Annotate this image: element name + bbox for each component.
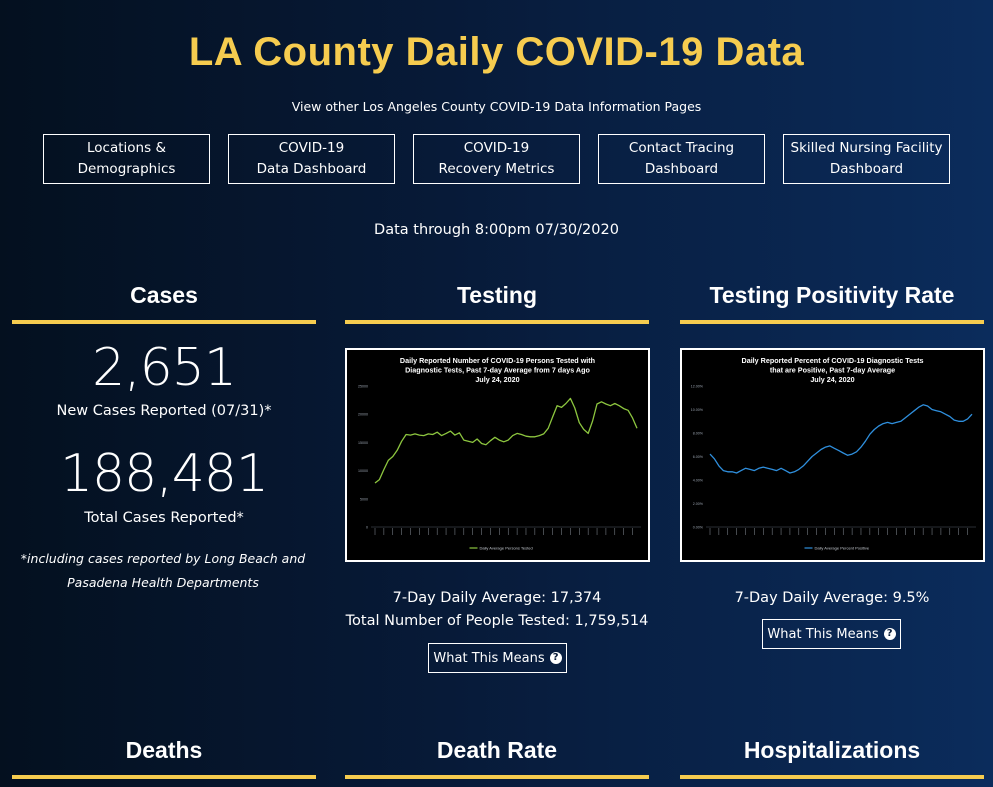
nav-recovery-metrics-button[interactable]: COVID-19 Recovery Metrics	[413, 134, 580, 184]
positivity-chart-title-line: that are Positive, Past 7-day Average	[770, 366, 895, 375]
positivity-chart-y-tick-label: 12.00%	[691, 385, 704, 389]
death-rate-divider	[345, 775, 649, 779]
death-rate-heading: Death Rate	[436, 737, 558, 763]
deaths-heading: Deaths	[125, 737, 203, 763]
testing-total-tested: Total Number of People Tested: 1,759,514	[345, 613, 649, 629]
positivity-chart-svg: Daily Reported Percent of COVID-19 Diagn…	[691, 356, 976, 551]
nav-button-label: Contact Tracing Dashboard	[628, 140, 735, 177]
question-circle-icon: ?	[883, 628, 896, 640]
data-through-date: Data through 8:00pm 07/30/2020	[374, 222, 619, 238]
button-label: What This Means	[433, 650, 545, 666]
testing-chart-title-line: Daily Reported Number of COVID-19 Person…	[400, 356, 595, 365]
testing-what-this-means-button[interactable]: What This Means ?	[428, 643, 567, 673]
total-cases-label: Total Cases Reported*	[84, 510, 244, 526]
testing-chart-y-tick-label: 20000	[358, 413, 368, 417]
positivity-chart-y-tick-label: 6.00%	[693, 455, 704, 459]
positivity-chart-y-tick-label: 8.00%	[693, 432, 704, 436]
positivity-7day-average: 7-Day Daily Average: 9.5%	[734, 590, 930, 606]
nav-button-label: Skilled Nursing Facility Dashboard	[790, 140, 943, 177]
positivity-divider	[680, 320, 984, 324]
testing-chart: Daily Reported Number of COVID-19 Person…	[345, 348, 650, 562]
testing-7day-average: 7-Day Daily Average: 17,374	[392, 590, 602, 606]
positivity-chart-legend-label: Daily Average Percent Positive	[815, 546, 870, 551]
testing-heading: Testing	[456, 282, 538, 308]
positivity-chart-title-line: July 24, 2020	[810, 375, 854, 384]
testing-chart-y-tick-label: 5000	[360, 497, 368, 501]
testing-chart-series-line	[374, 397, 638, 484]
positivity-chart-y-tick-label: 2.00%	[693, 502, 704, 506]
question-circle-icon: ?	[549, 652, 562, 664]
positivity-what-this-means-button[interactable]: What This Means ?	[762, 619, 901, 649]
testing-chart-svg: Daily Reported Number of COVID-19 Person…	[358, 356, 641, 551]
new-cases-label: New Cases Reported (07/31)*	[56, 403, 272, 419]
nav-button-label: COVID-19 Data Dashboard	[256, 140, 367, 177]
positivity-chart-y-tick-label: 4.00%	[693, 479, 704, 483]
testing-chart-legend-label: Daily Average Persons Tested	[480, 546, 533, 551]
nav-skilled-nursing-button[interactable]: Skilled Nursing Facility Dashboard	[783, 134, 950, 184]
testing-chart-title-line: July 24, 2020	[475, 375, 519, 384]
nav-locations-demographics-button[interactable]: Locations & Demographics	[43, 134, 210, 184]
nav-button-label: COVID-19 Recovery Metrics	[438, 140, 555, 177]
positivity-chart-series-line	[709, 404, 973, 474]
positivity-chart-y-tick-label: 10.00%	[691, 408, 704, 412]
testing-chart-y-tick-label: 25000	[358, 385, 368, 389]
hospitalizations-divider	[680, 775, 984, 779]
positivity-chart-title-line: Daily Reported Percent of COVID-19 Diagn…	[742, 356, 924, 365]
total-cases-value: 188,481	[59, 444, 269, 504]
testing-chart-title-line: Diagnostic Tests, Past 7-day Average fro…	[405, 366, 590, 375]
hospitalizations-heading: Hospitalizations	[743, 737, 921, 763]
nav-data-dashboard-button[interactable]: COVID-19 Data Dashboard	[228, 134, 395, 184]
positivity-heading: Testing Positivity Rate	[709, 282, 955, 308]
page-title: LA County Daily COVID-19 Data	[188, 30, 805, 74]
testing-chart-y-tick-label: 10000	[358, 469, 368, 473]
cases-footnote: *including cases reported by Long Beach …	[20, 551, 306, 590]
testing-chart-y-tick-label: 15000	[358, 441, 368, 445]
cases-heading: Cases	[130, 282, 198, 308]
cases-divider	[12, 320, 316, 324]
nav-contact-tracing-button[interactable]: Contact Tracing Dashboard	[598, 134, 765, 184]
nav-button-label: Locations & Demographics	[77, 140, 176, 177]
other-pages-text: View other Los Angeles County COVID-19 D…	[291, 99, 702, 114]
testing-chart-y-tick-label: 0	[366, 526, 368, 530]
testing-divider	[345, 320, 649, 324]
button-label: What This Means	[767, 626, 879, 642]
positivity-chart-y-tick-label: 0.00%	[693, 526, 704, 530]
positivity-chart: Daily Reported Percent of COVID-19 Diagn…	[680, 348, 985, 562]
new-cases-value: 2,651	[92, 338, 237, 398]
deaths-divider	[12, 775, 316, 779]
